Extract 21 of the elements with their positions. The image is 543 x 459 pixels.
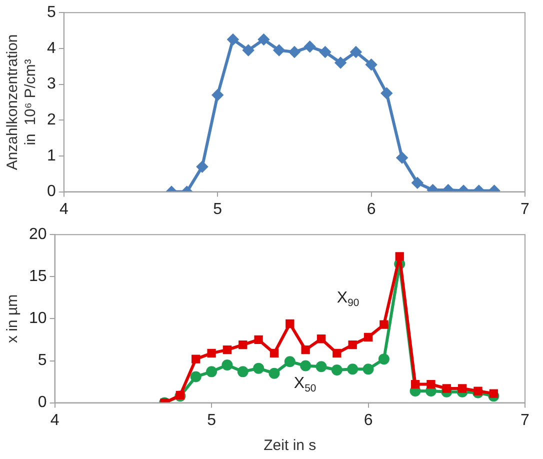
- y-tick-label: 20: [29, 226, 47, 244]
- x-tick-label: 5: [207, 412, 216, 429]
- y-tick-label: 10: [29, 310, 47, 328]
- y-tick-label: 15: [29, 268, 47, 286]
- x-tick-label: 7: [520, 412, 530, 429]
- y-tick-label: 4: [46, 40, 56, 57]
- y-axis-title: Anzahlkonzentration in 10⁶ P/cm³: [4, 34, 40, 170]
- x-tick-label: 6: [366, 200, 376, 218]
- x-tick-label: 7: [520, 200, 530, 218]
- y-tick-label: 0: [38, 394, 47, 412]
- x-axis-title: Zeit in s: [264, 437, 316, 454]
- y-axis-title: x in µm: [4, 294, 22, 344]
- y-tick-label: 5: [38, 352, 47, 370]
- x-tick-label: 6: [364, 412, 373, 429]
- y-tick-label: 5: [46, 4, 56, 22]
- x-tick-label: 5: [213, 200, 222, 218]
- y-tick-label: 2: [46, 112, 56, 129]
- y-tick-label: 1: [46, 147, 56, 164]
- x-tick-label: 4: [59, 200, 68, 218]
- y-tick-label: 3: [46, 76, 56, 93]
- y-tick-label: 0: [46, 183, 56, 200]
